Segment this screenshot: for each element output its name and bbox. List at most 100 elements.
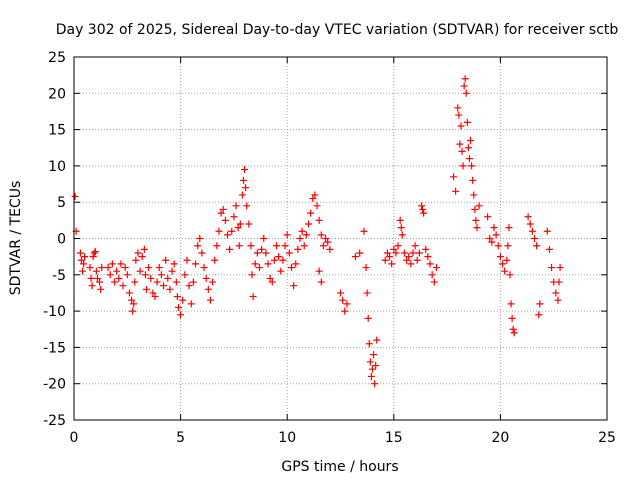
data-point bbox=[234, 224, 242, 232]
data-point bbox=[470, 191, 478, 199]
data-point bbox=[339, 296, 347, 304]
data-point bbox=[302, 231, 310, 239]
data-point bbox=[531, 235, 539, 242]
data-point bbox=[200, 264, 208, 272]
data-point bbox=[409, 249, 417, 257]
data-point bbox=[508, 314, 516, 322]
data-point bbox=[322, 235, 330, 242]
data-point bbox=[463, 118, 471, 126]
data-point bbox=[449, 173, 457, 181]
data-point bbox=[486, 235, 494, 242]
data-point bbox=[283, 231, 291, 239]
data-point bbox=[91, 248, 99, 256]
data-point bbox=[394, 242, 402, 250]
data-point bbox=[248, 271, 256, 279]
data-point bbox=[209, 278, 217, 286]
data-point bbox=[475, 202, 483, 210]
data-point bbox=[164, 274, 172, 282]
data-point bbox=[313, 202, 321, 210]
data-point bbox=[462, 89, 470, 97]
data-point bbox=[260, 235, 268, 242]
data-point bbox=[490, 224, 498, 232]
data-point bbox=[194, 242, 202, 250]
data-point bbox=[204, 285, 212, 293]
data-point bbox=[396, 216, 404, 224]
data-point bbox=[247, 242, 255, 250]
data-point bbox=[243, 202, 251, 210]
data-point bbox=[457, 122, 465, 130]
data-point bbox=[365, 340, 373, 348]
data-point bbox=[185, 282, 193, 290]
data-point bbox=[96, 278, 104, 286]
data-point bbox=[77, 256, 85, 264]
data-point bbox=[86, 264, 94, 272]
data-point bbox=[121, 264, 129, 272]
data-point bbox=[504, 242, 512, 250]
data-point bbox=[356, 249, 364, 257]
data-point bbox=[411, 242, 419, 250]
data-point bbox=[420, 209, 428, 217]
data-point bbox=[239, 176, 247, 184]
data-point bbox=[403, 256, 411, 264]
data-point bbox=[160, 282, 168, 290]
data-point bbox=[189, 278, 197, 286]
y-tick-label: 25 bbox=[48, 50, 66, 66]
data-point bbox=[337, 289, 344, 297]
grid bbox=[74, 57, 607, 420]
data-point bbox=[258, 245, 266, 253]
data-point bbox=[219, 205, 227, 213]
data-point bbox=[108, 260, 116, 268]
data-point bbox=[97, 285, 105, 293]
data-point bbox=[275, 253, 283, 261]
data-point bbox=[472, 216, 480, 224]
y-tick-label: -25 bbox=[43, 413, 66, 429]
y-tick-label: -5 bbox=[52, 268, 66, 284]
data-point bbox=[111, 278, 119, 286]
data-point bbox=[224, 231, 232, 239]
data-point bbox=[215, 227, 223, 235]
data-point bbox=[460, 82, 468, 90]
data-point bbox=[262, 249, 270, 257]
data-point bbox=[367, 372, 375, 380]
data-point bbox=[469, 176, 477, 184]
data-point bbox=[509, 325, 517, 333]
data-point bbox=[196, 235, 204, 242]
data-point bbox=[287, 264, 295, 272]
data-point bbox=[93, 274, 101, 282]
data-point bbox=[187, 300, 195, 308]
data-point bbox=[548, 264, 556, 272]
data-point bbox=[426, 260, 434, 268]
data-point bbox=[241, 166, 249, 174]
data-point bbox=[132, 256, 140, 264]
data-point bbox=[147, 274, 155, 282]
x-tick-label: 10 bbox=[278, 430, 296, 446]
y-tick-label: -20 bbox=[43, 377, 66, 393]
data-point bbox=[307, 209, 315, 217]
data-point bbox=[388, 260, 396, 268]
data-point bbox=[149, 289, 157, 297]
data-point bbox=[506, 271, 514, 279]
data-point bbox=[309, 195, 317, 203]
data-point bbox=[364, 314, 372, 322]
y-tick-label: 0 bbox=[57, 232, 66, 248]
data-point bbox=[496, 253, 504, 261]
data-point bbox=[264, 260, 272, 268]
data-point bbox=[236, 220, 244, 228]
data-point bbox=[372, 362, 380, 370]
data-point bbox=[428, 271, 436, 279]
data-point bbox=[503, 256, 511, 264]
data-point bbox=[217, 209, 225, 217]
data-point bbox=[317, 231, 325, 239]
data-point bbox=[131, 278, 139, 286]
data-point bbox=[459, 162, 467, 170]
data-point bbox=[192, 260, 200, 268]
data-point bbox=[381, 256, 389, 264]
data-point bbox=[117, 260, 125, 268]
data-point bbox=[290, 282, 298, 290]
data-point bbox=[162, 256, 170, 264]
data-point bbox=[277, 267, 285, 275]
data-point bbox=[492, 231, 500, 239]
data-point bbox=[140, 245, 148, 253]
data-point bbox=[545, 245, 553, 253]
data-point bbox=[104, 264, 112, 272]
